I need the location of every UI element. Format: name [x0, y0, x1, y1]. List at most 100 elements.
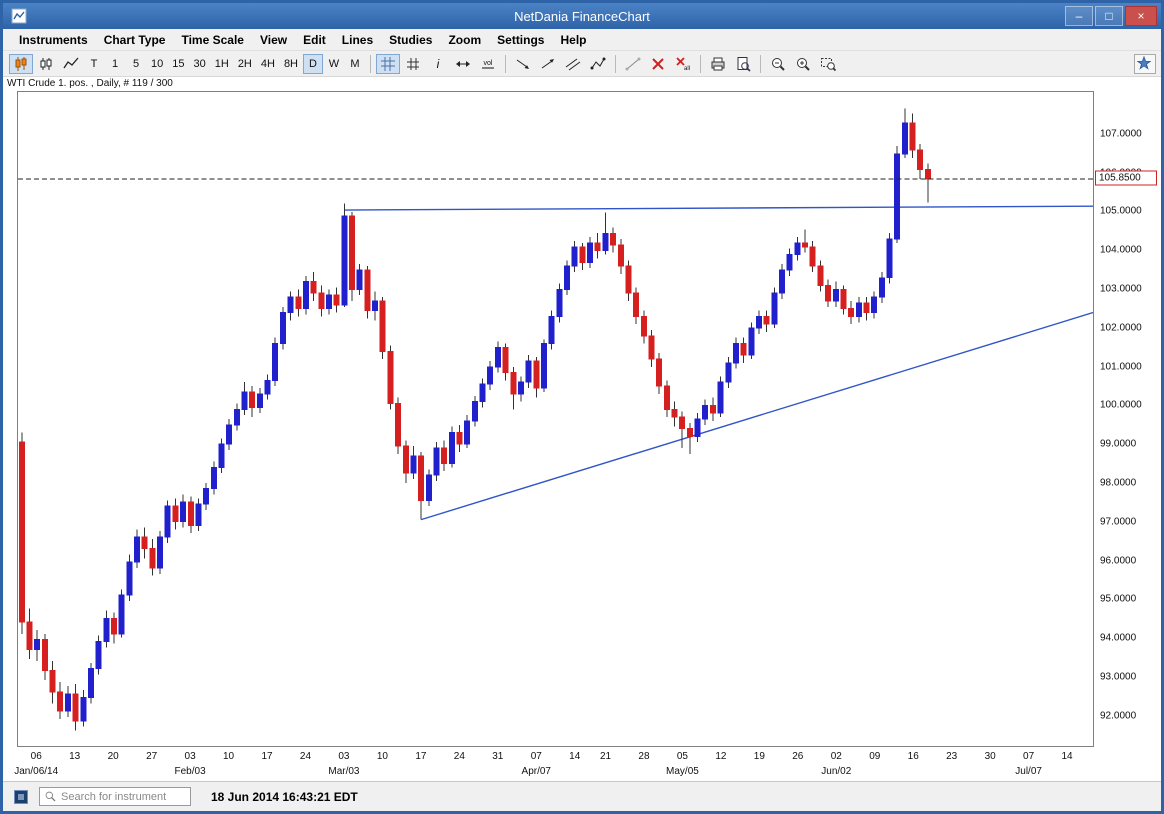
timescale-4h-button[interactable]: 4H [257, 54, 279, 74]
timescale-15-button[interactable]: 15 [168, 54, 188, 74]
date-tick: 10 [223, 751, 234, 762]
price-chart[interactable] [17, 91, 1094, 747]
price-axis-label: 98.0000 [1100, 478, 1136, 489]
candlestick-chart-button[interactable] [9, 54, 33, 74]
date-tick: 17 [261, 751, 272, 762]
line-chart-button[interactable] [59, 54, 83, 74]
menu-time-scale[interactable]: Time Scale [173, 31, 251, 49]
trendline-up-button[interactable] [536, 54, 560, 74]
date-tick: 27 [146, 751, 157, 762]
menu-lines[interactable]: Lines [334, 31, 381, 49]
price-axis-label: 94.0000 [1100, 633, 1136, 644]
month-tick: Feb/03 [175, 766, 206, 777]
line-segment-button[interactable] [621, 54, 645, 74]
horizontal-pan-button[interactable] [451, 54, 475, 74]
polyline-button[interactable] [586, 54, 610, 74]
timescale-5-button[interactable]: 5 [126, 54, 146, 74]
date-tick: 03 [338, 751, 349, 762]
timescale-w-button[interactable]: W [324, 54, 344, 74]
minimize-button[interactable]: – [1065, 6, 1093, 26]
timestamp: 18 Jun 2014 16:43:21 EDT [211, 790, 358, 804]
timescale-30-button[interactable]: 30 [190, 54, 210, 74]
date-tick: 10 [377, 751, 388, 762]
channel-lines-icon [565, 56, 581, 72]
zoom-out-button[interactable] [766, 54, 790, 74]
print-preview-button[interactable] [731, 54, 755, 74]
channel-lines-button[interactable] [561, 54, 585, 74]
grid-button[interactable] [376, 54, 400, 74]
menu-help[interactable]: Help [552, 31, 594, 49]
price-axis-label: 92.0000 [1100, 710, 1136, 721]
ohlc-bars-icon [38, 56, 54, 72]
crosshair-grid-icon [405, 56, 421, 72]
trendline-down-button[interactable] [511, 54, 535, 74]
timescale-8h-button[interactable]: 8H [280, 54, 302, 74]
month-tick: Jul/07 [1015, 766, 1042, 777]
ohlc-bars-button[interactable] [34, 54, 58, 74]
date-tick: 23 [946, 751, 957, 762]
month-tick: Jun/02 [821, 766, 851, 777]
zoom-in-button[interactable] [791, 54, 815, 74]
search-input[interactable] [61, 791, 186, 803]
menu-chart-type[interactable]: Chart Type [96, 31, 174, 49]
horizontal-pan-icon [455, 56, 471, 72]
titlebar[interactable]: NetDania FinanceChart – □ × [3, 3, 1161, 29]
window-title: NetDania FinanceChart [3, 9, 1161, 24]
month-tick: Jan/06/14 [14, 766, 58, 777]
print-button[interactable] [706, 54, 730, 74]
zoom-selection-button[interactable] [816, 54, 840, 74]
date-tick: 14 [569, 751, 580, 762]
menu-settings[interactable]: Settings [489, 31, 552, 49]
price-axis-label: 96.0000 [1100, 555, 1136, 566]
toolbar-separator [615, 55, 616, 73]
zoom-in-icon [795, 56, 811, 72]
timescale-2h-button[interactable]: 2H [234, 54, 256, 74]
instruments-panel-button[interactable] [11, 787, 31, 807]
price-axis-label: 97.0000 [1100, 516, 1136, 527]
date-tick: 06 [31, 751, 42, 762]
time-axis-months: Jan/06/14Feb/03Mar/03Apr/07May/05Jun/02J… [17, 766, 1094, 780]
date-tick: 21 [600, 751, 611, 762]
line-segment-icon [625, 56, 641, 72]
app-icon[interactable] [11, 8, 27, 24]
date-tick: 31 [492, 751, 503, 762]
timescale-d-button[interactable]: D [303, 54, 323, 74]
menu-studies[interactable]: Studies [381, 31, 440, 49]
timescale-1h-button[interactable]: 1H [211, 54, 233, 74]
price-axis-label: 105.0000 [1100, 206, 1142, 217]
instruments-icon [13, 789, 29, 805]
close-button[interactable]: × [1125, 6, 1157, 26]
menu-view[interactable]: View [252, 31, 295, 49]
delete-line-icon [650, 56, 666, 72]
timescale-1-button[interactable]: 1 [105, 54, 125, 74]
app-window: NetDania FinanceChart – □ × InstrumentsC… [0, 0, 1164, 814]
toolbar-separator [370, 55, 371, 73]
timescale-t-button[interactable]: T [84, 54, 104, 74]
timescale-10-button[interactable]: 10 [147, 54, 167, 74]
menu-instruments[interactable]: Instruments [11, 31, 96, 49]
menu-edit[interactable]: Edit [295, 31, 334, 49]
crosshair-grid-button[interactable] [401, 54, 425, 74]
search-box [39, 787, 191, 806]
toolbar-items: T151015301H2H4H8HDWMivolall [9, 54, 840, 74]
delete-line-button[interactable] [646, 54, 670, 74]
trendline-down-icon [515, 56, 531, 72]
close-icon: × [1137, 9, 1144, 23]
volume-button[interactable]: vol [476, 54, 500, 74]
timescale-m-button[interactable]: M [345, 54, 365, 74]
date-tick: 07 [1023, 751, 1034, 762]
print-preview-icon [735, 56, 751, 72]
date-tick: 13 [69, 751, 80, 762]
favorites-button[interactable] [1134, 54, 1156, 74]
info-icon: i [430, 56, 446, 72]
toolbar-separator [760, 55, 761, 73]
maximize-button[interactable]: □ [1095, 6, 1123, 26]
delete-all-lines-button[interactable]: all [671, 54, 695, 74]
time-axis-days: 0613202703101724031017243107142128051219… [17, 751, 1094, 765]
menu-zoom[interactable]: Zoom [440, 31, 489, 49]
info-button[interactable]: i [426, 54, 450, 74]
last-price-label: 105.8500 [1095, 171, 1157, 186]
date-tick: 05 [677, 751, 688, 762]
date-tick: 19 [754, 751, 765, 762]
window-controls: – □ × [1063, 6, 1157, 26]
